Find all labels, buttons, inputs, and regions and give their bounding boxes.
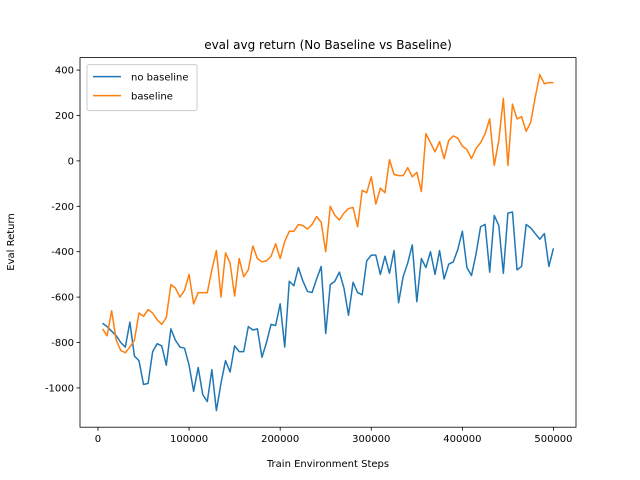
x-tick-label: 400000 [443, 434, 481, 445]
line-series [102, 211, 555, 412]
legend-label: baseline [131, 92, 173, 103]
x-tick-label: 0 [95, 434, 101, 445]
x-tick-label: 300000 [352, 434, 390, 445]
y-tick-label: 0 [68, 156, 74, 167]
y-tick-label: -800 [51, 338, 74, 349]
y-tick-label: -600 [51, 293, 74, 304]
y-tick-label: 400 [55, 66, 74, 77]
y-tick-label: 200 [55, 111, 74, 122]
line-series [101, 73, 554, 354]
legend-box [86, 64, 198, 112]
y-tick-label: -200 [51, 202, 74, 213]
x-tick-label: 200000 [261, 434, 299, 445]
legend-label: no baseline [131, 73, 189, 84]
chart-title: eval avg return (No Baseline vs Baseline… [204, 38, 452, 52]
y-tick-label: -400 [51, 247, 74, 258]
x-tick-label: 100000 [170, 434, 208, 445]
axes-frame [79, 57, 577, 428]
y-tick-label: -1000 [45, 383, 74, 394]
x-tick-label: 500000 [534, 434, 572, 445]
y-axis-label: Eval Return [6, 213, 17, 271]
x-axis-label: Train Environment Steps [266, 459, 389, 470]
